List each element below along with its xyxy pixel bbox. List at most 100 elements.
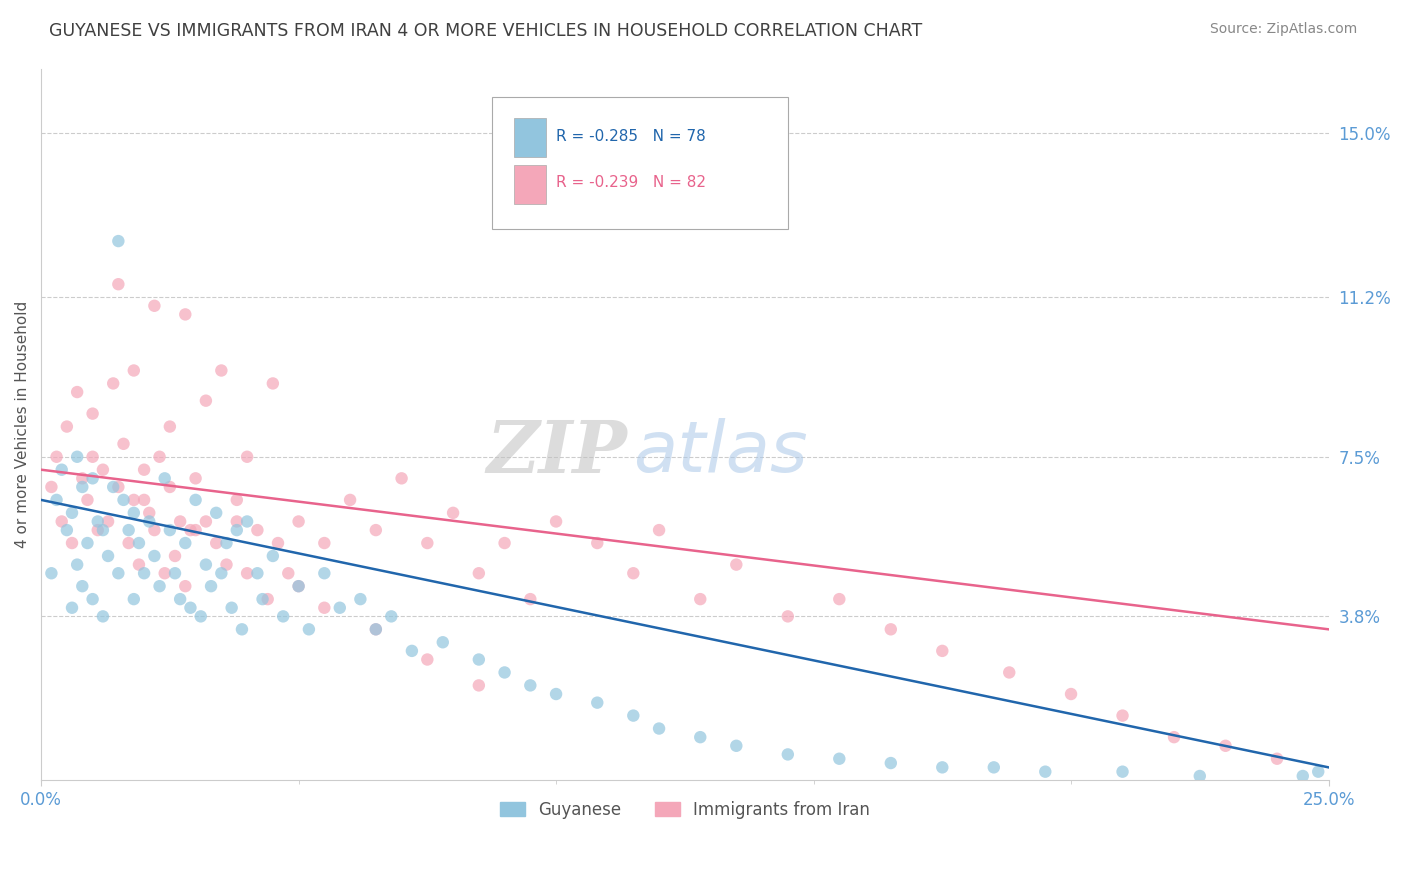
Point	[91, 463, 114, 477]
Point	[205, 506, 228, 520]
Point	[174, 307, 197, 321]
Point	[416, 652, 439, 666]
Point	[87, 515, 110, 529]
Point	[107, 566, 129, 581]
Point	[138, 506, 160, 520]
Point	[246, 566, 269, 581]
Point	[998, 665, 1021, 680]
Text: GUYANESE VS IMMIGRANTS FROM IRAN 4 OR MORE VEHICLES IN HOUSEHOLD CORRELATION CHA: GUYANESE VS IMMIGRANTS FROM IRAN 4 OR MO…	[49, 22, 922, 40]
Point	[215, 558, 238, 572]
Point	[91, 609, 114, 624]
Point	[931, 644, 953, 658]
Point	[128, 558, 150, 572]
Point	[1265, 752, 1288, 766]
Point	[153, 471, 176, 485]
Point	[391, 471, 413, 485]
FancyBboxPatch shape	[513, 119, 546, 158]
Point	[148, 579, 170, 593]
Point	[184, 471, 207, 485]
Point	[163, 549, 186, 563]
Point	[91, 523, 114, 537]
Text: atlas: atlas	[633, 418, 808, 487]
Point	[184, 523, 207, 537]
Legend: Guyanese, Immigrants from Iran: Guyanese, Immigrants from Iran	[494, 794, 876, 825]
Point	[364, 523, 387, 537]
Point	[72, 480, 94, 494]
Point	[41, 480, 63, 494]
Point	[56, 523, 79, 537]
Point	[143, 549, 166, 563]
Point	[648, 523, 671, 537]
Point	[231, 623, 253, 637]
Point	[494, 665, 516, 680]
Point	[194, 393, 217, 408]
Point	[82, 592, 104, 607]
Point	[97, 515, 120, 529]
Point	[1292, 769, 1315, 783]
Point	[179, 523, 201, 537]
Point	[1215, 739, 1237, 753]
Point	[56, 419, 79, 434]
Point	[287, 515, 309, 529]
Point	[122, 363, 145, 377]
Point	[621, 708, 644, 723]
Point	[118, 523, 141, 537]
Point	[314, 536, 336, 550]
Point	[132, 463, 155, 477]
Point	[45, 492, 67, 507]
Point	[621, 566, 644, 581]
Point	[87, 523, 110, 537]
Point	[468, 652, 491, 666]
Point	[725, 739, 748, 753]
Point	[194, 558, 217, 572]
Point	[66, 385, 89, 400]
Point	[159, 523, 181, 537]
Point	[143, 523, 166, 537]
Point	[586, 696, 609, 710]
Point	[689, 592, 711, 607]
Point	[880, 756, 903, 770]
Point	[262, 549, 284, 563]
Point	[519, 678, 541, 692]
Point	[132, 566, 155, 581]
Point	[329, 600, 352, 615]
Point	[122, 592, 145, 607]
Point	[179, 600, 201, 615]
Point	[66, 450, 89, 464]
Point	[380, 609, 402, 624]
Point	[72, 471, 94, 485]
Text: R = -0.285   N = 78: R = -0.285 N = 78	[557, 128, 706, 144]
Point	[51, 515, 73, 529]
Point	[256, 592, 278, 607]
Point	[287, 579, 309, 593]
Point	[169, 515, 191, 529]
Point	[246, 523, 269, 537]
Point	[314, 600, 336, 615]
Point	[1308, 764, 1330, 779]
Point	[107, 480, 129, 494]
Point	[153, 566, 176, 581]
Point	[828, 592, 851, 607]
Point	[209, 566, 232, 581]
Point	[209, 363, 232, 377]
Point	[159, 480, 181, 494]
Point	[112, 492, 135, 507]
Point	[546, 687, 568, 701]
Point	[236, 566, 259, 581]
Point	[546, 515, 568, 529]
Point	[416, 536, 439, 550]
Text: ZIP: ZIP	[486, 417, 627, 489]
Point	[159, 419, 181, 434]
Point	[60, 506, 83, 520]
Point	[138, 515, 160, 529]
Point	[776, 747, 799, 762]
Point	[82, 407, 104, 421]
Point	[45, 450, 67, 464]
Point	[1188, 769, 1211, 783]
Point	[298, 623, 321, 637]
Point	[931, 760, 953, 774]
Point	[725, 558, 748, 572]
Point	[1111, 764, 1133, 779]
Point	[107, 277, 129, 292]
Point	[441, 506, 464, 520]
